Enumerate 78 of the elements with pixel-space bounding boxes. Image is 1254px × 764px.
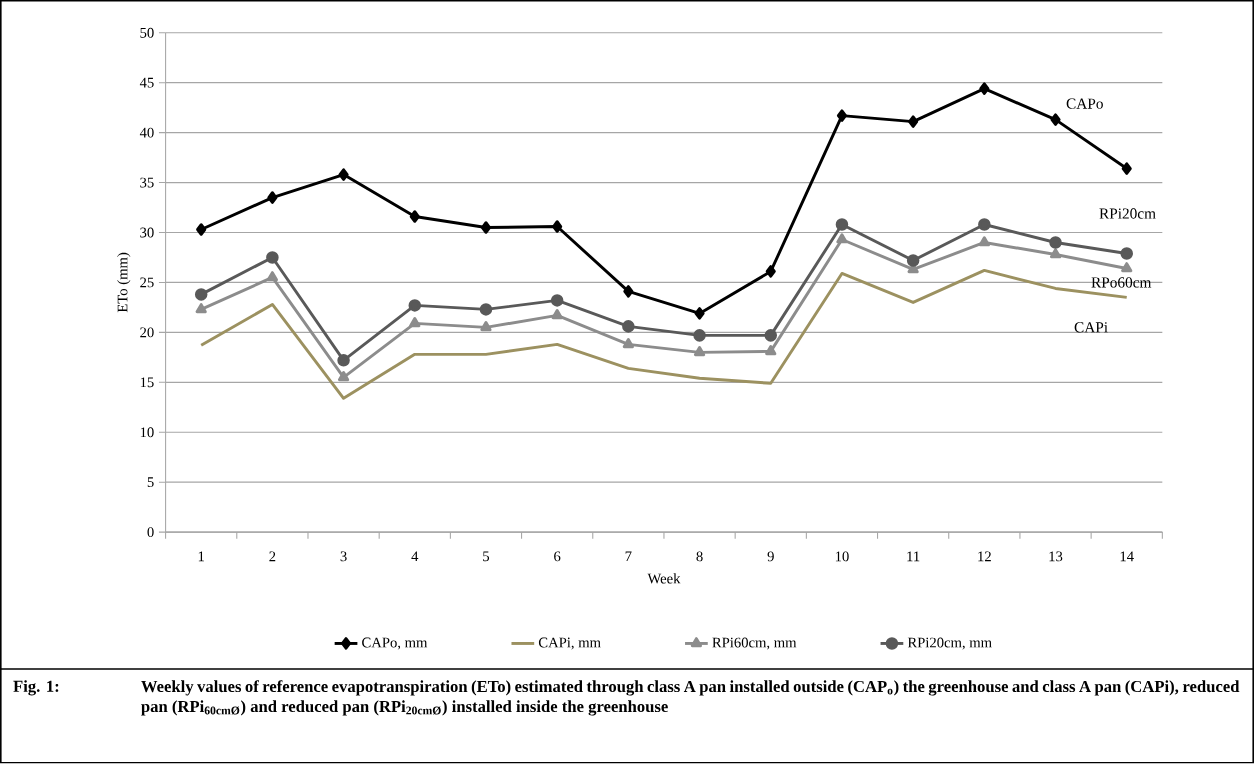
point — [623, 285, 634, 298]
y-axis-title: ETo (mm) — [117, 253, 131, 313]
x-tick-label: 14 — [1120, 551, 1134, 562]
point — [409, 317, 421, 328]
x-tick-label: 11 — [907, 551, 920, 562]
point — [622, 320, 635, 333]
text: Weekly values of reference evapotranspiration (ETo) estimated through class A pan installed outside (CAP$_{o}$) the greenhouse and class A pan (CAPi), reduced pan (RPi$_{60cmØ}$) and reduced pan (RPi$_{20cmØ}$) installed inside the greenhouse — [141, 680, 1240, 716]
x-tick-label: 1 — [198, 551, 204, 562]
point — [480, 321, 492, 332]
point — [1049, 248, 1062, 259]
y-tick-label: 40 — [139, 127, 154, 138]
point — [836, 109, 848, 123]
point — [551, 309, 563, 320]
point — [978, 236, 990, 247]
x-tick-label: 12 — [978, 551, 991, 562]
x-tick-label: 10 — [835, 551, 849, 562]
point — [196, 223, 207, 236]
point — [693, 346, 706, 357]
x-tick-label: 4 — [411, 551, 419, 562]
y-tick-label: 25 — [140, 277, 154, 288]
legend-label: CAPo, mm — [362, 637, 428, 650]
point — [552, 220, 563, 233]
x-tick-label: 13 — [1049, 551, 1063, 562]
x-tick-label: 9 — [767, 551, 774, 562]
legend-label: CAPi, mm — [538, 637, 601, 650]
point — [337, 354, 350, 367]
point — [195, 303, 207, 314]
point — [1050, 113, 1061, 127]
y-tick-label: 5 — [147, 477, 154, 488]
annotation: CAPi — [1074, 322, 1108, 333]
point — [836, 233, 848, 244]
x-tick-label: 7 — [625, 551, 632, 562]
point — [1121, 162, 1132, 176]
y-tick-label: 30 — [140, 227, 154, 238]
x-tick-label: 3 — [340, 551, 347, 562]
point — [408, 299, 422, 312]
y-tick-label: 15 — [140, 377, 154, 388]
point — [1120, 247, 1133, 260]
point — [908, 115, 919, 129]
point — [1121, 262, 1133, 273]
y-tick-label: 0 — [147, 527, 154, 538]
point — [694, 307, 705, 320]
point — [765, 345, 777, 356]
point — [337, 371, 350, 382]
x-axis-title: Week — [647, 573, 681, 584]
point — [266, 251, 279, 264]
point — [906, 254, 920, 267]
x-tick-label: 8 — [696, 551, 703, 562]
point — [1049, 236, 1062, 249]
point — [550, 294, 564, 307]
annotation: RPo60cm — [1091, 277, 1152, 288]
point — [480, 221, 492, 234]
y-tick-label: 50 — [140, 28, 154, 38]
point — [764, 329, 778, 342]
point — [835, 218, 849, 231]
caption: Fig. 1: — [13, 680, 59, 696]
x-tick-label: 6 — [554, 551, 561, 562]
point — [622, 338, 634, 349]
point — [266, 271, 279, 282]
point — [979, 82, 990, 96]
point — [267, 191, 278, 204]
legend-label: RPi60cm, mm — [712, 637, 797, 650]
y-tick-label: 10 — [140, 427, 154, 438]
annotation: RPi20cm — [1099, 208, 1156, 219]
point — [409, 210, 420, 223]
x-tick-label: 2 — [269, 551, 276, 562]
point — [479, 303, 493, 316]
y-tick-label: 45 — [139, 78, 154, 88]
annotation: CAPo — [1066, 98, 1103, 109]
y-tick-label: 20 — [140, 327, 154, 338]
point — [338, 168, 349, 182]
legend-label: RPi20cm, mm — [907, 637, 992, 650]
point — [693, 329, 706, 342]
y-tick-label: 35 — [140, 177, 154, 188]
x-tick-label: 5 — [483, 551, 490, 562]
point — [765, 265, 776, 278]
point — [194, 288, 208, 301]
point — [978, 218, 991, 231]
